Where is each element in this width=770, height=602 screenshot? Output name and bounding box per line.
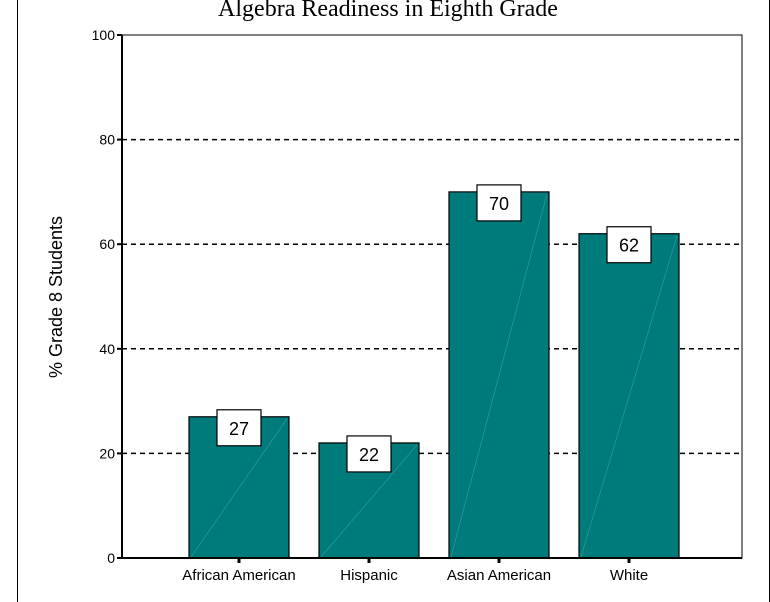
y-tick-label-20: 20 — [99, 445, 115, 461]
data-label-4: 62 — [619, 236, 639, 256]
axes — [121, 35, 742, 559]
data-label-box-2 — [346, 435, 392, 473]
y-tick-label-0: 0 — [107, 550, 115, 566]
y-tick-label-80: 80 — [99, 132, 115, 148]
chart-title: Algebra Readiness in Eighth Grade — [218, 0, 558, 22]
y-ticks: 0 20 40 60 80 100 — [92, 27, 122, 566]
y-tick-label-40: 40 — [99, 341, 115, 357]
data-label-box-4 — [606, 226, 652, 264]
x-ticks: African American Hispanic Asian American Wh… — [182, 558, 648, 584]
chart-frame: Algebra Readiness in Eighth Grade 0 20 40 6… — [17, 0, 770, 602]
y-axis-label: % Grade 8 Students — [46, 216, 66, 378]
bar-sheen-1 — [190, 418, 288, 558]
data-labels: 27 22 70 62 — [216, 184, 652, 473]
bar-sheen-3 — [450, 193, 548, 558]
data-label-box-3 — [476, 184, 522, 222]
bar-sheen-4 — [580, 235, 678, 558]
data-label-box-1 — [216, 409, 262, 447]
x-tick-label-2: Hispanic — [340, 567, 398, 584]
y-tick-label-100: 100 — [92, 27, 116, 43]
data-label-3: 70 — [489, 194, 509, 214]
bar-chart: Algebra Readiness in Eighth Grade 0 20 40 6… — [46, 0, 743, 584]
x-tick-label-1: African American — [182, 567, 295, 584]
x-tick-label-3: Asian American — [447, 567, 551, 584]
x-tick-label-4: White — [610, 567, 648, 584]
data-label-1: 27 — [229, 419, 249, 439]
bar-sheen-2 — [320, 444, 418, 558]
y-tick-label-60: 60 — [99, 236, 115, 252]
data-label-2: 22 — [359, 445, 379, 465]
